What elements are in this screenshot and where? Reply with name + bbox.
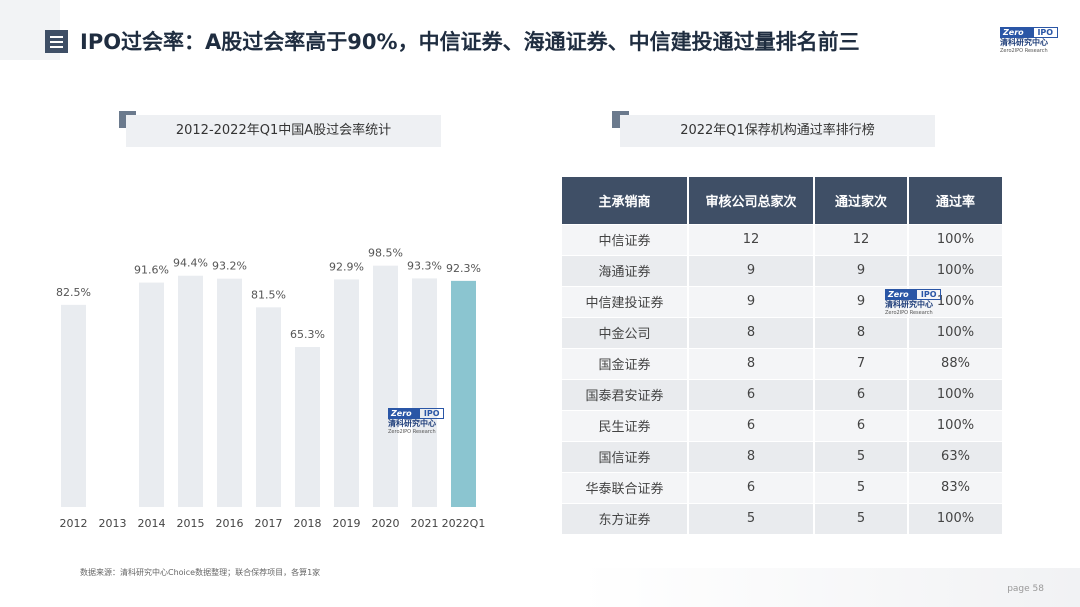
table-cell: 6 [688, 471, 815, 503]
table-cell: 9 [688, 254, 815, 286]
x-tick-2015: 2015 [177, 517, 205, 530]
table-cell: 6 [688, 378, 815, 410]
column-header: 审核公司总家次 [688, 177, 815, 224]
table-cell: 8 [814, 316, 909, 348]
zero2ipo-logo: Zero IPO 清科研究中心 Zero2IPO Research [1000, 27, 1058, 54]
bar-2021 [412, 278, 437, 507]
page-title: IPO过会率：A股过会率高于90%，中信证券、海通证券、中信建投通过量排名前三 [80, 30, 860, 54]
x-tick-2012: 2012 [60, 517, 88, 530]
data-label-2012: 82.5% [56, 286, 91, 299]
table-cell: 中信证券 [562, 223, 689, 255]
table-cell: 88% [908, 347, 1002, 379]
x-tick-2017: 2017 [255, 517, 283, 530]
table-row: 国信证券 8 5 63% [562, 440, 1002, 472]
page-number: page 58 [1007, 584, 1044, 594]
table-cell: 华泰联合证券 [562, 471, 689, 503]
column-header: 通过家次 [814, 177, 909, 224]
table-cell: 100% [908, 316, 1002, 348]
table-row: 华泰联合证券 6 5 83% [562, 471, 1002, 503]
x-tick-2016: 2016 [216, 517, 244, 530]
table-cell: 8 [688, 440, 815, 472]
table-row: 国泰君安证券 6 6 100% [562, 378, 1002, 410]
table-cell: 6 [688, 409, 815, 441]
bar-2018 [295, 347, 320, 507]
table-cell: 9 [688, 285, 815, 317]
table-cell: 国金证券 [562, 347, 689, 379]
table-header-row: 主承销商 审核公司总家次 通过家次 通过率 [562, 177, 1002, 224]
table-cell: 国泰君安证券 [562, 378, 689, 410]
x-tick-2019: 2019 [333, 517, 361, 530]
table-cell: 国信证券 [562, 440, 689, 472]
data-label-2014: 91.6% [134, 264, 169, 277]
chart-watermark-logo: Zero IPO 清科研究中心 Zero2IPO Research [388, 408, 444, 435]
table-cell: 100% [908, 254, 1002, 286]
list-icon [45, 30, 68, 53]
table-cell: 民生证券 [562, 409, 689, 441]
table-row: 民生证券 6 6 100% [562, 409, 1002, 441]
table-cell: 100% [908, 502, 1002, 534]
table-section-title: 2022年Q1保荐机构通过率排行榜 [620, 115, 935, 147]
data-label-2020: 98.5% [368, 247, 403, 260]
data-label-2016: 93.2% [212, 260, 247, 273]
bar-2017 [256, 307, 281, 507]
underwriter-ranking-table: 主承销商 审核公司总家次 通过家次 通过率 中信证券 12 12 100% 海通证券 9 9 100… [562, 177, 1002, 534]
table-cell: 9 [814, 254, 909, 286]
x-tick-2018: 2018 [294, 517, 322, 530]
data-source-note: 数据来源：清科研究中心Choice数据整理；联合保荐项目，各算1家 [80, 568, 321, 577]
table-row: 东方证券 5 5 100% [562, 502, 1002, 534]
bar-2012 [61, 304, 86, 507]
table-cell: 6 [814, 378, 909, 410]
table-cell: 5 [814, 471, 909, 503]
data-label-2018: 65.3% [290, 328, 325, 341]
table-cell: 100% [908, 378, 1002, 410]
x-tick-2022Q1: 2022Q1 [442, 517, 486, 530]
table-cell: 12 [688, 223, 815, 255]
column-header: 通过率 [908, 177, 1002, 224]
table-cell: 海通证券 [562, 254, 689, 286]
chart-section-title: 2012-2022年Q1中国A股过会率统计 [126, 115, 441, 147]
table-row: 国金证券 8 7 88% [562, 347, 1002, 379]
table-cell: 8 [688, 347, 815, 379]
bar-2020 [373, 265, 398, 507]
table-row: 海通证券 9 9 100% [562, 254, 1002, 286]
x-tick-2014: 2014 [138, 517, 166, 530]
table-cell: 中金公司 [562, 316, 689, 348]
table-cell: 7 [814, 347, 909, 379]
table-row: 中信建投证券 9 9 100% [562, 285, 1002, 317]
data-label-2019: 92.9% [329, 260, 364, 273]
bar-2019 [334, 279, 359, 507]
bar-2022Q1 [451, 280, 476, 507]
table-cell: 9 [814, 285, 909, 317]
pass-rate-bar-chart: 82.5% 2012 2013 91.6% 2014 94.4% 2015 93.2% 2016… [56, 247, 486, 530]
footer-band [580, 568, 1080, 607]
table-row: 中金公司 8 8 100% [562, 316, 1002, 348]
x-tick-2020: 2020 [372, 517, 400, 530]
table-cell: 8 [688, 316, 815, 348]
data-label-2022Q1: 92.3% [446, 262, 481, 275]
data-label-2015: 94.4% [173, 257, 208, 270]
table-cell: 5 [814, 502, 909, 534]
table-cell: 中信建投证券 [562, 285, 689, 317]
table-row: 中信证券 12 12 100% [562, 223, 1002, 255]
bar-2016 [217, 278, 242, 507]
table-cell: 100% [908, 223, 1002, 255]
table-cell: 6 [814, 409, 909, 441]
x-tick-2021: 2021 [411, 517, 439, 530]
bar-2015 [178, 275, 203, 507]
table-cell: 5 [688, 502, 815, 534]
data-label-2017: 81.5% [251, 288, 286, 301]
table-watermark-logo: Zero IPO 清科研究中心 Zero2IPO Research [885, 289, 941, 316]
table-cell: 83% [908, 471, 1002, 503]
x-tick-2013: 2013 [99, 517, 127, 530]
table-cell: 100% [908, 285, 1002, 317]
table-cell: 12 [814, 223, 909, 255]
data-label-2021: 93.3% [407, 259, 442, 272]
table-cell: 东方证券 [562, 502, 689, 534]
column-header: 主承销商 [562, 177, 689, 224]
table-cell: 100% [908, 409, 1002, 441]
bar-2014 [139, 282, 164, 507]
table-cell: 5 [814, 440, 909, 472]
table-cell: 63% [908, 440, 1002, 472]
